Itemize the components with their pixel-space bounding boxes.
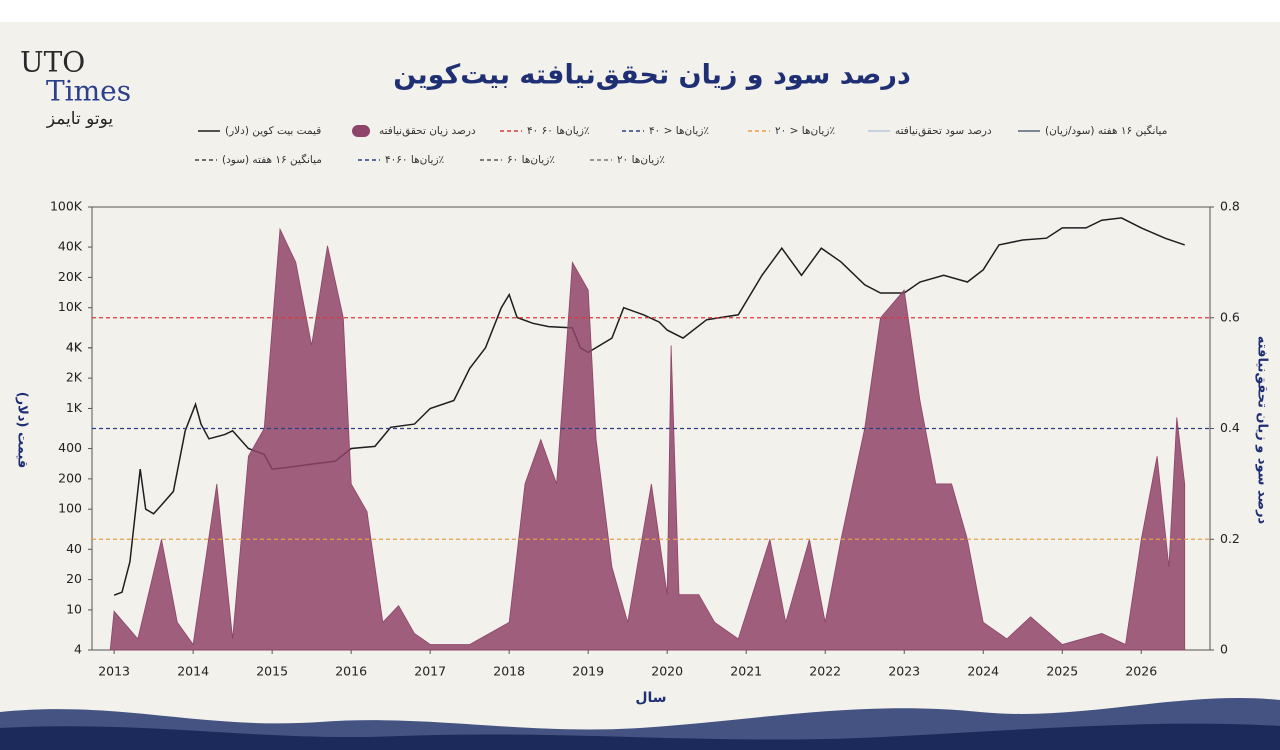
legend-label: زیان‌ها ۶۰ ۴۰٪ <box>527 125 590 137</box>
legend-label: زیان‌ها ۴۰۶۰٪ <box>385 154 444 166</box>
x-tick-label: 2018 <box>493 664 525 679</box>
x-tick-label: 2016 <box>335 664 367 679</box>
legend-label: زیان‌ها ۶۰٪ <box>507 154 555 166</box>
bottom-wave <box>0 723 1280 750</box>
y-tick-label: 4K <box>66 339 83 354</box>
x-tick-label: 2017 <box>414 664 446 679</box>
y-tick-label: 40K <box>58 239 83 254</box>
legend-label: درصد زیان تحقق‌نیافته <box>379 125 476 137</box>
legend-label: زیان‌ها ۲۰٪ <box>617 154 665 166</box>
x-tick-label: 2014 <box>177 664 209 679</box>
legend-label: میانگین ۱۶ هفته (سود) <box>222 153 322 166</box>
y2-axis-label: درصد سود و زیان تحقق‌نیافته <box>1255 336 1270 525</box>
logo: UTO <box>20 46 85 79</box>
legend-swatch <box>352 125 370 137</box>
y2-tick-label: 0.2 <box>1220 531 1240 546</box>
x-tick-label: 2020 <box>651 664 683 679</box>
y2-tick-label: 0.8 <box>1220 199 1240 214</box>
x-tick-label: 2025 <box>1046 664 1078 679</box>
x-tick-label: 2015 <box>256 664 288 679</box>
legend-label: قیمت بیت کوین (دلار) <box>225 125 321 137</box>
y-tick-label: 100 <box>58 501 82 516</box>
legend-label: میانگین ۱۶ هفته (سود/زیان) <box>1045 124 1167 137</box>
x-tick-label: 2019 <box>572 664 604 679</box>
y-tick-label: 10K <box>58 299 83 314</box>
y2-tick-label: 0 <box>1220 642 1228 657</box>
y-tick-label: 1K <box>66 400 83 415</box>
y-tick-label: 40 <box>66 541 82 556</box>
y2-tick-label: 0.6 <box>1220 309 1240 324</box>
y-tick-label: 100K <box>50 199 83 214</box>
x-tick-label: 2026 <box>1125 664 1157 679</box>
top-band <box>0 0 1280 22</box>
y2-tick-label: 0.4 <box>1220 420 1240 435</box>
y-axis-label: قیمت (دلار) <box>15 392 30 469</box>
y-tick-label: 10 <box>66 601 82 616</box>
x-tick-label: 2023 <box>888 664 920 679</box>
y-tick-label: 200 <box>58 470 82 485</box>
y-tick-label: 400 <box>58 440 82 455</box>
x-tick-label: 2021 <box>730 664 762 679</box>
x-tick-label: 2013 <box>98 664 130 679</box>
y-tick-label: 20 <box>66 571 82 586</box>
y-tick-label: 2K <box>66 370 83 385</box>
area <box>109 227 1186 651</box>
logo: Times <box>46 75 131 108</box>
y-tick-label: 4K <box>66 339 83 354</box>
logo-fa: یوتو تایمز <box>46 109 114 129</box>
legend-label: زیان‌ها < ۴۰٪ <box>649 125 709 137</box>
line <box>113 217 1185 596</box>
x-axis-label: سال <box>635 690 666 706</box>
x-tick-label: 2024 <box>967 664 999 679</box>
legend-label: زیان‌ها < ۲۰٪ <box>775 125 835 137</box>
chart-title: درصد سود و زیان تحقق‌نیافته بیت‌کوین <box>393 60 911 91</box>
y-tick-label: 4 <box>74 642 82 657</box>
x-tick-label: 2022 <box>809 664 841 679</box>
y-tick-label: 20K <box>58 269 83 284</box>
legend-label: درصد سود تحقق‌نیافته <box>895 125 992 137</box>
